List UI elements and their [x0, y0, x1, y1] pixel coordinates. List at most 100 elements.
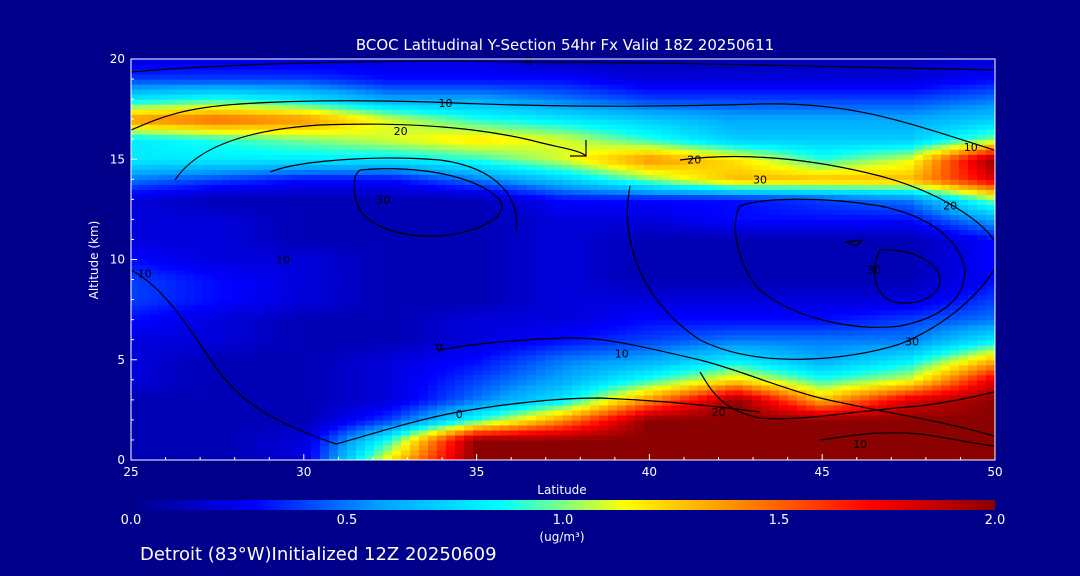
- heatmap-cell: [329, 109, 339, 115]
- heatmap-cell: [626, 334, 636, 341]
- heatmap-cell: [473, 369, 483, 376]
- heatmap-cell: [311, 129, 321, 135]
- heatmap-cell: [509, 89, 519, 95]
- heatmap-cell: [158, 354, 168, 361]
- heatmap-cell: [635, 179, 645, 185]
- heatmap-cell: [392, 319, 402, 326]
- heatmap-cell: [320, 244, 330, 251]
- heatmap-cell: [140, 379, 150, 386]
- heatmap-cell: [194, 244, 204, 251]
- heatmap-cell: [356, 199, 366, 205]
- heatmap-cell: [365, 389, 375, 396]
- heatmap-cell: [140, 149, 150, 155]
- heatmap-cell: [500, 224, 510, 231]
- heatmap-cell: [545, 214, 555, 220]
- heatmap-cell: [185, 314, 195, 321]
- heatmap-cell: [338, 319, 348, 326]
- heatmap-cell: [257, 299, 267, 306]
- heatmap-cell: [248, 89, 258, 95]
- heatmap-cell: [554, 194, 564, 200]
- heatmap-cell: [545, 149, 555, 155]
- heatmap-cell: [563, 379, 573, 386]
- heatmap-cell: [185, 124, 195, 130]
- heatmap-cell: [482, 444, 492, 451]
- heatmap-cell: [608, 449, 618, 456]
- heatmap-cell: [563, 124, 573, 130]
- heatmap-cell: [140, 429, 150, 436]
- heatmap-cell: [248, 299, 258, 306]
- heatmap-cell: [158, 144, 168, 150]
- heatmap-cell: [572, 389, 582, 396]
- heatmap-cell: [617, 319, 627, 326]
- heatmap-cell: [626, 449, 636, 456]
- heatmap-cell: [302, 134, 312, 140]
- heatmap-cell: [554, 209, 564, 215]
- heatmap-cell: [689, 284, 699, 291]
- heatmap-cell: [491, 124, 501, 130]
- heatmap-cell: [455, 134, 465, 140]
- heatmap-cell: [401, 199, 411, 205]
- heatmap-cell: [194, 299, 204, 306]
- heatmap-cell: [230, 69, 240, 75]
- heatmap-cell: [230, 439, 240, 446]
- heatmap-cell: [365, 239, 375, 246]
- heatmap-cell: [563, 384, 573, 391]
- heatmap-cell: [653, 199, 663, 205]
- heatmap-cell: [284, 204, 294, 210]
- heatmap-cell: [473, 309, 483, 316]
- heatmap-cell: [410, 324, 420, 331]
- heatmap-cell: [419, 439, 429, 446]
- heatmap-cell: [509, 344, 519, 351]
- heatmap-cell: [392, 104, 402, 110]
- heatmap-cell: [653, 409, 663, 416]
- heatmap-cell: [248, 354, 258, 361]
- heatmap-cell: [203, 389, 213, 396]
- heatmap-cell: [293, 274, 303, 281]
- heatmap-cell: [401, 414, 411, 421]
- heatmap-cell: [275, 64, 285, 70]
- heatmap-cell: [131, 149, 141, 155]
- heatmap-cell: [284, 449, 294, 456]
- heatmap-cell: [410, 134, 420, 140]
- heatmap-cell: [491, 99, 501, 105]
- heatmap-cell: [284, 294, 294, 301]
- heatmap-cell: [194, 334, 204, 341]
- heatmap-cell: [401, 399, 411, 406]
- heatmap-cell: [536, 404, 546, 411]
- heatmap-cell: [257, 389, 267, 396]
- heatmap-cell: [644, 104, 654, 110]
- heatmap-cell: [392, 334, 402, 341]
- heatmap-cell: [437, 89, 447, 95]
- heatmap-cell: [680, 389, 690, 396]
- heatmap-cell: [653, 394, 663, 401]
- heatmap-cell: [662, 449, 672, 456]
- heatmap-cell: [608, 169, 618, 175]
- heatmap-cell: [338, 424, 348, 431]
- heatmap-cell: [644, 159, 654, 165]
- heatmap-cell: [176, 264, 186, 271]
- heatmap-cell: [311, 94, 321, 100]
- heatmap-cell: [626, 274, 636, 281]
- heatmap-cell: [275, 109, 285, 115]
- heatmap-cell: [563, 294, 573, 301]
- heatmap-cell: [491, 389, 501, 396]
- heatmap-cell: [644, 219, 654, 226]
- heatmap-cell: [455, 89, 465, 95]
- heatmap-cell: [203, 454, 213, 460]
- heatmap-cell: [464, 144, 474, 150]
- heatmap-cell: [365, 379, 375, 386]
- heatmap-cell: [185, 364, 195, 371]
- heatmap-cell: [275, 239, 285, 246]
- heatmap-cell: [167, 94, 177, 100]
- heatmap-cell: [635, 374, 645, 381]
- heatmap-cell: [680, 334, 690, 341]
- heatmap-cell: [293, 354, 303, 361]
- heatmap-cell: [689, 389, 699, 396]
- heatmap-cell: [176, 344, 186, 351]
- heatmap-cell: [320, 219, 330, 226]
- heatmap-cell: [671, 384, 681, 391]
- heatmap-cell: [374, 74, 384, 80]
- heatmap-cell: [635, 234, 645, 241]
- heatmap-cell: [383, 304, 393, 311]
- heatmap-cell: [230, 314, 240, 321]
